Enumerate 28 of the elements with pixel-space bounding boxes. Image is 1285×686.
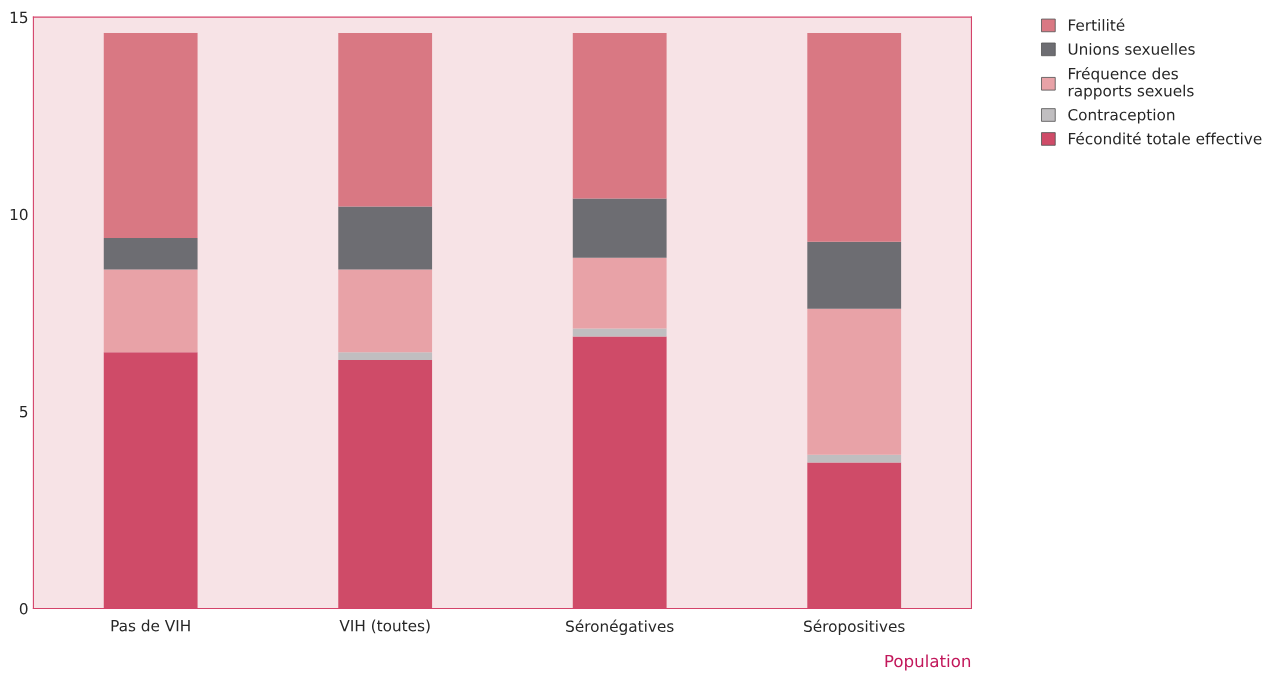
bar	[807, 308, 902, 455]
y-tick-label: 0	[19, 602, 28, 615]
bar	[103, 269, 198, 353]
legend-label: Contraception	[1068, 108, 1175, 124]
legend-label: Fertilité	[1068, 18, 1125, 31]
bar	[103, 32, 198, 238]
y-tick-label: 5	[20, 406, 28, 418]
bar	[807, 454, 902, 463]
y-tick-label: 10	[10, 208, 28, 221]
bar	[338, 32, 433, 207]
x-tick-label: Pas de VIH	[111, 619, 190, 632]
bar	[338, 206, 433, 270]
legend-label: Fécondité totale effective	[1068, 132, 1262, 145]
x-tick-label: Séronégatives	[566, 619, 674, 635]
y-tick-label: 15	[10, 11, 28, 24]
legend-label: Unions sexuelles	[1068, 43, 1195, 55]
bar	[338, 352, 433, 361]
x-tick-label: VIH (toutes)	[339, 619, 430, 634]
bar	[807, 32, 902, 242]
legend-label: Fréquence des rapports sexuels	[1068, 66, 1194, 100]
bar	[572, 198, 667, 258]
bar	[338, 269, 433, 353]
bar	[572, 257, 667, 329]
bar	[572, 32, 667, 199]
x-axis-title: Population	[885, 654, 971, 671]
bar	[103, 237, 198, 270]
bar	[807, 241, 902, 309]
x-tick-label: Séropositives	[804, 619, 905, 635]
